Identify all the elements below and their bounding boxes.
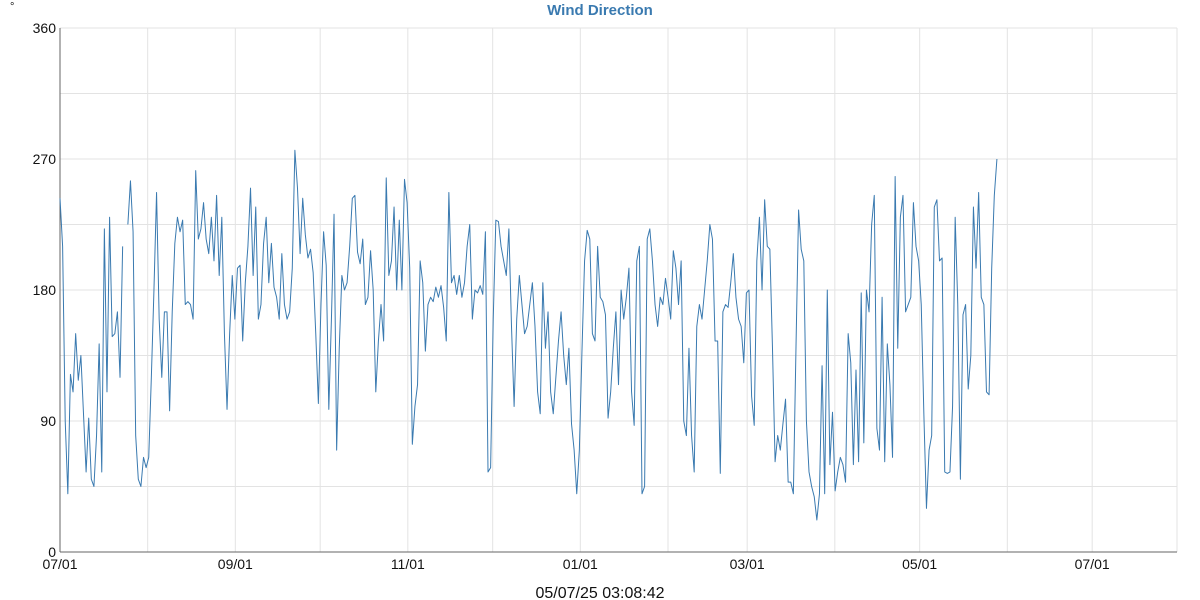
- y-tick-label: 270: [33, 151, 57, 167]
- chart-gridlines: [59, 27, 1178, 553]
- y-tick-label: 0: [48, 544, 56, 560]
- series-line: [59, 149, 998, 521]
- y-tick-label: 180: [33, 282, 57, 298]
- x-tick-label: 03/01: [730, 556, 765, 572]
- x-tick-label: 09/01: [218, 556, 253, 572]
- timestamp-label: 05/07/25 03:08:42: [535, 585, 664, 600]
- chart-title: Wind Direction: [547, 2, 653, 19]
- y-axis-ticks: 0 90 180 270 360: [33, 20, 57, 560]
- x-tick-label: 07/01: [42, 556, 77, 572]
- series-group: [59, 149, 998, 521]
- x-tick-label: 07/01: [1075, 556, 1110, 572]
- x-tick-label: 05/01: [902, 556, 937, 572]
- y-tick-label: 360: [33, 20, 57, 36]
- y-axis-unit-label: °: [10, 1, 14, 13]
- x-tick-label: 11/01: [391, 556, 425, 572]
- x-axis-ticks: 07/01 09/01 11/01 01/01 03/01 05/01 07/01: [42, 556, 1109, 572]
- y-tick-label: 90: [40, 413, 56, 429]
- x-tick-label: 01/01: [563, 556, 598, 572]
